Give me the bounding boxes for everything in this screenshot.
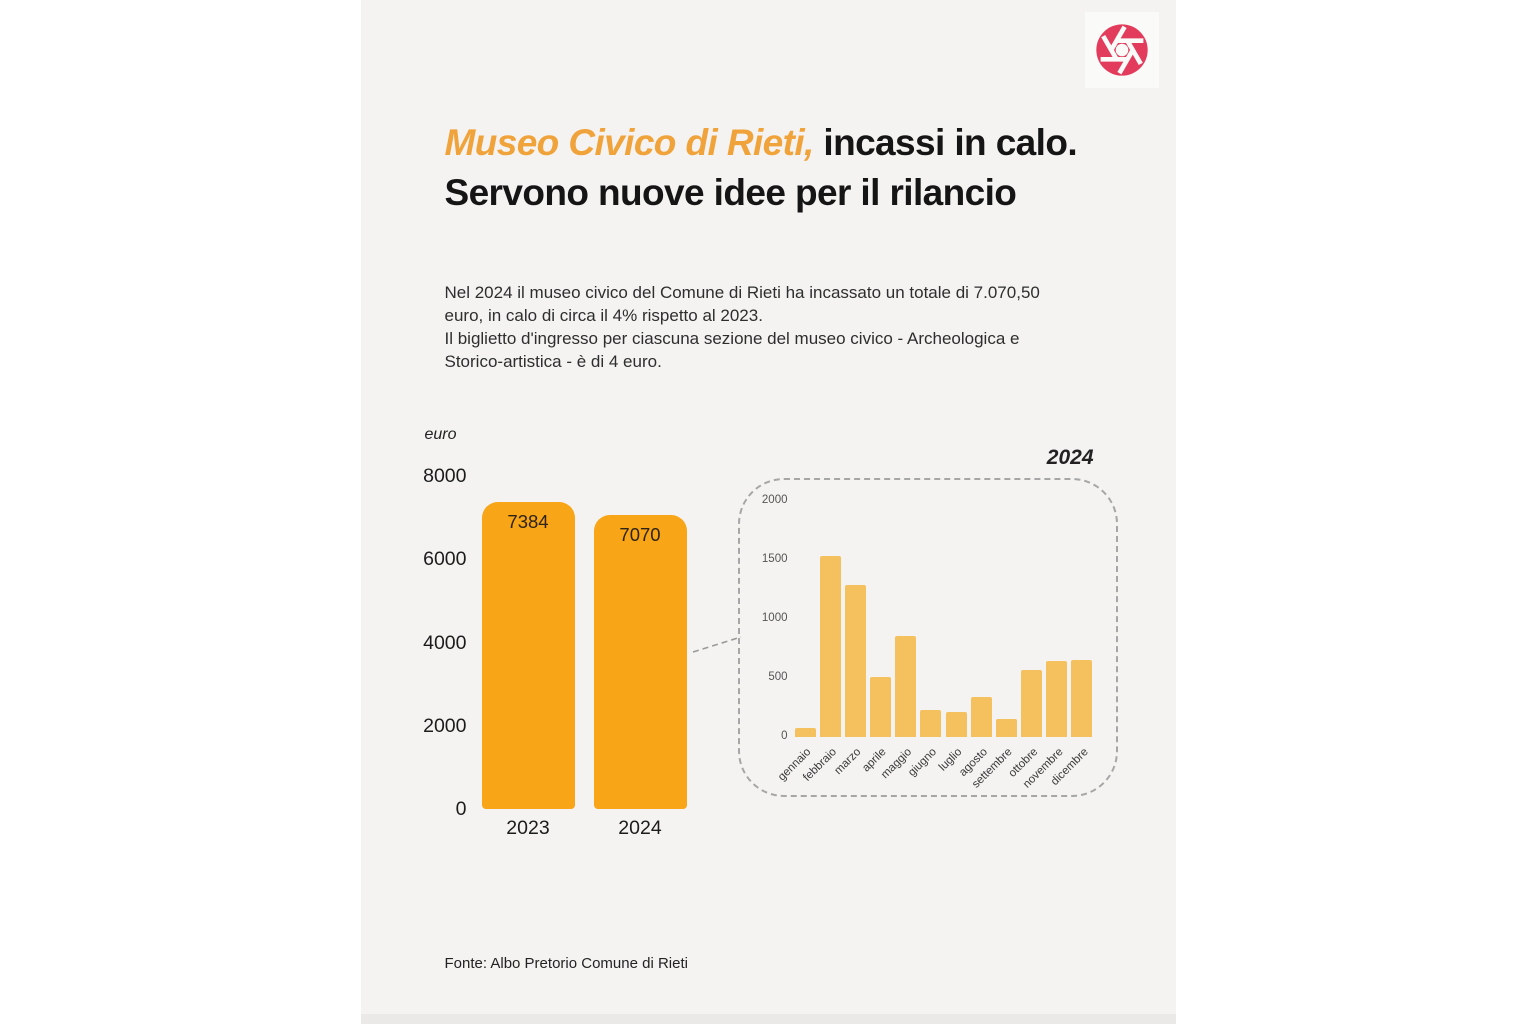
annual-bar-chart: 8000 6000 4000 2000 0 7384 2023 7070 2024 — [361, 0, 1176, 1024]
inset-bar-dicembre — [1071, 659, 1093, 737]
inset-bar-gennaio — [794, 727, 816, 737]
y-tick-label: 6000 — [423, 548, 467, 571]
title-highlight: Museo Civico di Rieti, — [444, 122, 815, 163]
inset-bar-giugno — [920, 710, 942, 737]
bottom-strip — [360, 1014, 1176, 1024]
source-note: Fonte: Albo Pretorio Comune di Rieti — [444, 955, 688, 972]
inset-y-tick-label: 0 — [781, 730, 788, 742]
bar-2024 — [593, 514, 687, 809]
inset-bar-febbraio — [819, 556, 841, 737]
monthly-inset-chart: 2000 1500 1000 500 0 gennaio febbraio marzo apri… — [737, 478, 1118, 797]
inset-bar-luglio — [945, 711, 967, 737]
inset-bar-agosto — [970, 697, 992, 737]
infographic-panel: Museo Civico di Rieti, incassi in calo. … — [360, 0, 1176, 1024]
y-tick-label: 2000 — [423, 714, 467, 737]
inset-bar-ottobre — [1021, 669, 1043, 737]
x-tick-label: 2023 — [506, 817, 550, 839]
y-tick-label: 4000 — [423, 631, 467, 654]
title-rest: incassi in calo. Servono nuove idee per … — [444, 122, 1078, 213]
inset-year-label: 2024 — [1046, 446, 1094, 469]
inset-bar-maggio — [895, 635, 917, 737]
intro-line-1: Nel 2024 il museo civico del Comune di R… — [444, 283, 1040, 325]
connector-dashed-line — [692, 636, 741, 653]
inset-bar-marzo — [844, 584, 866, 737]
inset-x-tick-label: marzo — [832, 746, 864, 778]
aperture-icon — [1095, 24, 1148, 76]
inset-bar-settembre — [995, 718, 1017, 737]
y-tick-label: 8000 — [423, 465, 467, 487]
intro-text: Nel 2024 il museo civico del Comune di R… — [445, 281, 1049, 373]
y-tick-label: 0 — [455, 798, 467, 820]
logo-tile — [1084, 12, 1159, 88]
page-title: Museo Civico di Rieti, incassi in calo. … — [445, 118, 1100, 218]
y-axis-title: euro — [424, 426, 457, 443]
inset-y-tick-label: 1000 — [761, 612, 788, 624]
inset-y-tick-label: 1500 — [761, 553, 788, 565]
inset-bar-novembre — [1046, 661, 1068, 737]
inset-bar-aprile — [870, 676, 891, 737]
bar-2023 — [481, 501, 575, 809]
bar-value-label: 7070 — [619, 523, 661, 545]
x-tick-label: 2024 — [618, 817, 662, 839]
inset-y-tick-label: 2000 — [761, 494, 788, 506]
bar-value-label: 7384 — [507, 510, 549, 532]
inset-y-tick-label: 500 — [768, 671, 788, 683]
intro-line-2: Il biglietto d'ingresso per ciascuna sez… — [444, 329, 1020, 371]
